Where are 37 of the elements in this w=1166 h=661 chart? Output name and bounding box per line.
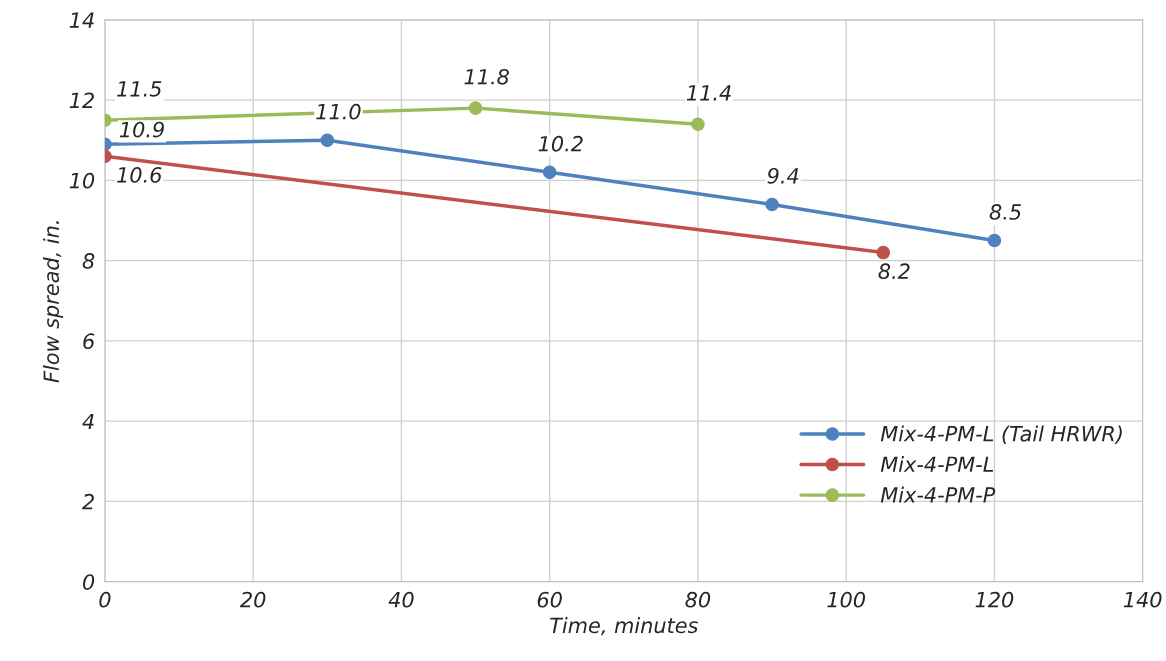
x-tick-label: 100 [827,591,866,608]
x-tick-label: 0 [99,591,111,608]
x-tick-label: 80 [685,591,711,608]
y-tick-label: 8 [82,253,95,269]
data-label: 10.9 [119,121,164,138]
point [320,133,335,147]
y-tick-label: 14 [69,12,94,28]
x-tick-label: 40 [388,591,414,608]
legend-label: Mix-4-PM-P [880,486,996,503]
y-tick-label: 12 [69,92,94,109]
point [987,233,1002,248]
legend-label: Mix-4-PM-L (Tail HRWR) [880,425,1122,444]
x-tick-label: 20 [240,591,266,608]
y-tick-label: 6 [83,333,95,350]
data-label: 8.2 [878,263,910,280]
x-axis-title: Time, minutes [550,617,698,636]
x-tick-label: 140 [1123,591,1162,608]
data-label: 11.0 [316,103,361,120]
y-tick-label: 0 [83,574,95,590]
point [542,165,557,180]
point [765,197,779,212]
data-label: 11.4 [686,85,731,101]
data-label: 8.5 [989,204,1021,220]
data-label: 11.5 [117,81,162,97]
data-label: 10.2 [538,135,583,152]
x-tick-label: 120 [975,591,1014,608]
y-tick-label: 2 [82,493,94,510]
y-axis-title: Flow spread, in. [42,221,64,383]
point [468,101,483,115]
point [691,117,705,131]
data-label: 11.8 [464,68,509,85]
y-tick-label: 10 [69,172,95,189]
x-tick-label: 60 [537,591,562,608]
legend-label: Mix-4-PM-L [880,456,994,472]
data-label: 10.6 [117,167,162,183]
data-label: 9.4 [767,167,799,184]
y-tick-label: 4 [82,413,94,430]
